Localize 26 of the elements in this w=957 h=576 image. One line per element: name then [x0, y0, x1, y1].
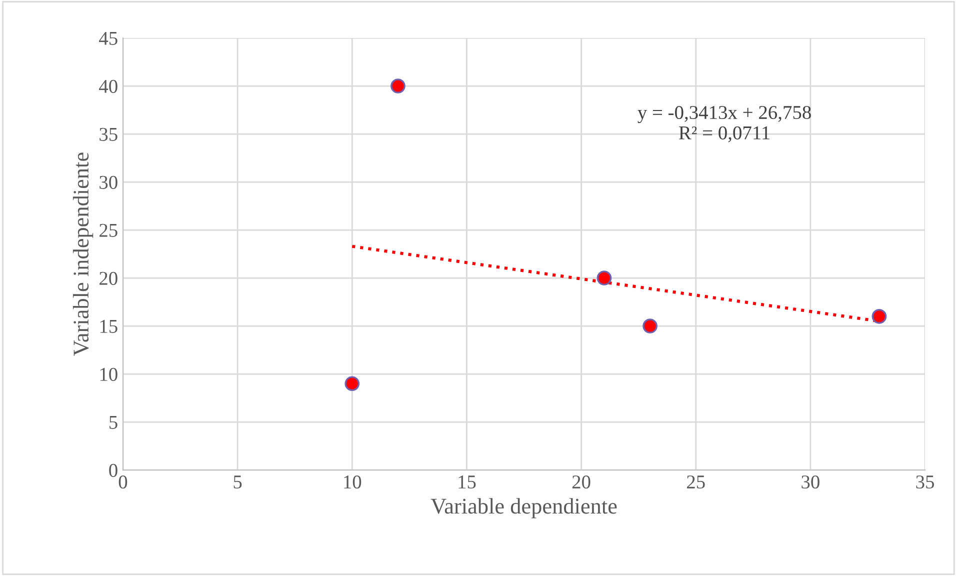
point — [596, 270, 612, 286]
x-tick-label: 0 — [118, 475, 128, 489]
y-tick-label: 45 — [99, 32, 118, 45]
y-tick-label: 15 — [100, 320, 118, 333]
y-tick-label: 5 — [110, 416, 118, 429]
x-tick-label: 35 — [916, 475, 934, 489]
x-tick-label: 30 — [802, 475, 820, 489]
point — [872, 308, 887, 324]
x-tick-label: 25 — [687, 475, 705, 489]
y-tick-label: 30 — [100, 176, 118, 189]
x-tick-label: 5 — [234, 476, 242, 489]
x-axis-title: Variable dependiente — [430, 498, 617, 518]
point — [390, 78, 406, 94]
x-tick-label: 15 — [458, 476, 476, 489]
y-axis-title: Variable independiente — [72, 152, 94, 356]
y-tick-label: 10 — [100, 368, 118, 381]
y-tick-label: 20 — [100, 272, 118, 285]
x-tick-label: 20 — [572, 475, 590, 489]
x-tick-label: 10 — [344, 475, 362, 489]
point — [642, 318, 658, 334]
y-tick-label: 25 — [100, 224, 118, 237]
y-tick-label: 35 — [100, 128, 118, 141]
y-tick-label: 0 — [109, 464, 118, 477]
annotation: y = -0,3413x + 26,758 R² = 0,0711 — [638, 106, 811, 142]
y-tick-label: 40 — [99, 80, 118, 93]
point — [344, 376, 360, 392]
